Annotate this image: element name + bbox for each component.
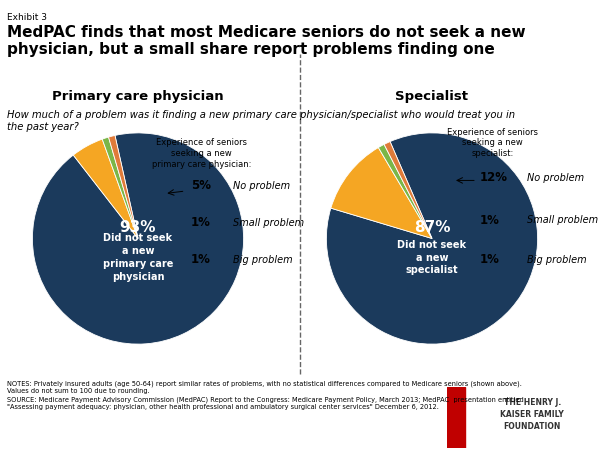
Wedge shape (73, 139, 138, 239)
Text: Experience of seniors
seeking a new
specialist:: Experience of seniors seeking a new spec… (447, 128, 538, 158)
Text: Did not seek
a new
specialist: Did not seek a new specialist (397, 240, 467, 275)
Text: Big problem: Big problem (527, 255, 587, 265)
Text: MedPAC finds that most Medicare seniors do not seek a new
physician, but a small: MedPAC finds that most Medicare seniors … (7, 25, 526, 57)
Wedge shape (331, 148, 432, 238)
Text: Did not seek
a new
primary care
physician: Did not seek a new primary care physicia… (103, 233, 173, 282)
Wedge shape (379, 144, 432, 239)
Text: Big problem: Big problem (233, 255, 293, 265)
Title: Specialist: Specialist (395, 90, 469, 103)
Text: 1%: 1% (479, 253, 499, 266)
Text: 1%: 1% (191, 216, 211, 229)
Text: THE HENRY J.
KAISER FAMILY
FOUNDATION: THE HENRY J. KAISER FAMILY FOUNDATION (500, 398, 564, 431)
Title: Primary care physician: Primary care physician (52, 90, 224, 103)
Wedge shape (326, 133, 538, 344)
Bar (447, 387, 464, 448)
Text: NOTES: Privately insured adults (age 50-64) report similar rates of problems, wi: NOTES: Privately insured adults (age 50-… (7, 380, 524, 410)
Text: Experience of seniors
seeking a new
primary care physician:: Experience of seniors seeking a new prim… (152, 138, 251, 169)
Text: 1%: 1% (479, 213, 499, 226)
Text: 5%: 5% (191, 179, 211, 192)
Text: Exhibit 3: Exhibit 3 (7, 13, 47, 22)
Text: 1%: 1% (191, 253, 211, 266)
Text: No problem: No problem (527, 173, 584, 183)
Wedge shape (109, 135, 138, 238)
Wedge shape (32, 133, 244, 344)
Text: 12%: 12% (479, 171, 508, 184)
Text: 87%: 87% (414, 220, 450, 235)
Wedge shape (384, 142, 432, 238)
Text: 93%: 93% (120, 220, 156, 235)
Wedge shape (102, 137, 138, 238)
Text: No problem: No problem (233, 181, 290, 191)
Text: Small problem: Small problem (233, 218, 304, 228)
Text: How much of a problem was it finding a new primary care physician/specialist who: How much of a problem was it finding a n… (7, 110, 515, 132)
Text: Small problem: Small problem (527, 215, 598, 225)
